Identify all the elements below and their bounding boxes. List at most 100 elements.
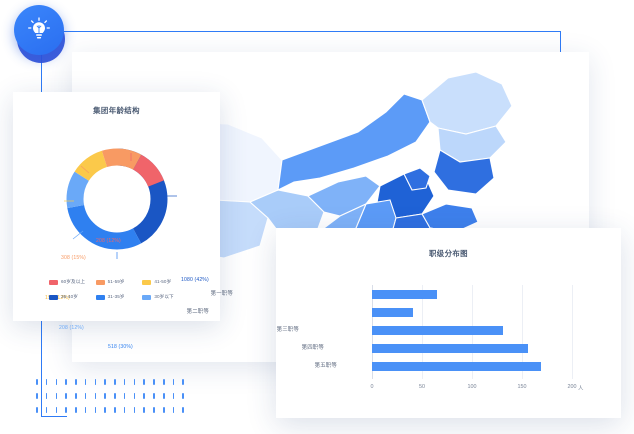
legend-item-41-50[interactable]: 41-50岁: [142, 279, 189, 285]
legend-label-31-35: 31-35岁: [107, 294, 125, 299]
donut-label-36-40: 1080 (42%): [181, 277, 209, 283]
xtick-150: 150: [517, 384, 527, 390]
legend-item-60-plus[interactable]: 60岁及以上: [49, 279, 96, 285]
dot: [84, 379, 87, 385]
dot-row: [36, 379, 185, 385]
dot: [55, 393, 58, 399]
legend-item-51-59[interactable]: 51-59岁: [95, 279, 143, 285]
bar-row-3: 第三职等: [277, 326, 503, 335]
donut-legend: 60岁及以上 51-59岁 41-50岁 36-40岁 31-35岁: [49, 279, 189, 300]
legend-item-31-35[interactable]: 31-35岁: [95, 294, 143, 300]
dot: [133, 407, 136, 413]
dot: [143, 379, 145, 385]
legend-swatch-under-30: [142, 294, 152, 300]
dot: [162, 393, 165, 399]
dot: [104, 379, 106, 385]
dot: [104, 407, 106, 413]
legend-item-36-40[interactable]: 36-40岁: [49, 294, 96, 300]
map-region-heilongjiang[interactable]: [421, 71, 513, 135]
bar-chart-plot: 第一职等 第二职等 第三职等 第四职等 第五职等 0 50 100 1: [187, 285, 583, 392]
map-region-liaoning[interactable]: [433, 149, 495, 195]
lightbulb-icon: [28, 17, 50, 39]
dot: [65, 407, 67, 413]
legend-swatch-51-59: [95, 279, 105, 285]
dot-row: [36, 407, 185, 413]
xtick-50: 50: [419, 384, 425, 390]
donut-segment-31-35[interactable]: [66, 148, 168, 250]
legend-swatch-41-50: [142, 279, 152, 285]
bar-chart-title: 职级分布图: [429, 249, 468, 258]
connector-line-right: [559, 31, 561, 64]
dot: [94, 379, 97, 385]
map-region-gansu[interactable]: [307, 175, 381, 217]
bar-5[interactable]: [372, 362, 541, 371]
map-region-beijing[interactable]: [403, 167, 431, 191]
donut-label-51-59: 308 (15%): [61, 255, 86, 261]
decorative-dot-grid: [36, 379, 185, 423]
dot: [75, 379, 77, 385]
bar-4[interactable]: [372, 344, 528, 353]
dot: [114, 407, 116, 413]
dot: [75, 407, 77, 413]
connector-line-bottom: [41, 415, 67, 417]
dot: [143, 407, 145, 413]
dot: [104, 393, 106, 399]
dot: [153, 379, 155, 385]
donut-label-60-plus: 208 (12%): [96, 238, 121, 244]
xtick-200: 200: [567, 384, 577, 390]
xtick-0: 0: [370, 384, 374, 390]
donut-label-31-35: 518 (30%): [108, 344, 133, 350]
bar-row-5: 第五职等: [315, 362, 541, 371]
dot: [36, 407, 38, 413]
dot: [94, 407, 97, 413]
dot: [182, 407, 185, 413]
dot: [133, 393, 136, 399]
dot: [45, 393, 48, 399]
legend-item-under-30[interactable]: 30岁以下: [142, 294, 189, 300]
bar-category-3: 第三职等: [276, 327, 299, 333]
bar-2[interactable]: [372, 308, 413, 317]
donut-chart-title: 集团年龄结构: [93, 106, 140, 115]
connector-line-top: [41, 31, 561, 33]
dot: [94, 393, 97, 399]
bar-category-1: 第一职等: [210, 291, 233, 297]
legend-swatch-60-plus: [49, 279, 58, 285]
donut-leader-lines: [64, 153, 177, 259]
legend-label-51-59: 51-59岁: [107, 279, 125, 284]
map-region-inner-mongolia[interactable]: [277, 93, 431, 191]
dot: [65, 393, 67, 399]
donut-chart-svg: [64, 148, 177, 259]
legend-label-under-30: 30岁以下: [154, 294, 174, 299]
x-axis-unit-label: 人: [578, 386, 584, 392]
donut-label-under-30: 208 (12%): [59, 325, 84, 331]
dot: [172, 393, 175, 399]
donut-segment-51-59[interactable]: [66, 148, 168, 250]
dot: [133, 379, 136, 385]
legend-label-36-40: 36-40岁: [61, 294, 78, 299]
dot: [84, 393, 87, 399]
dot: [75, 393, 77, 399]
gridline-200: [572, 285, 573, 379]
bar-1[interactable]: [372, 290, 437, 299]
bar-category-2: 第二职等: [186, 309, 209, 315]
dot-row: [36, 393, 185, 399]
bar-3[interactable]: [372, 326, 503, 335]
rank-distribution-panel: 职级分布图 第一职等 第二职等 第三职等 第四职等: [187, 228, 621, 418]
dot: [172, 379, 175, 385]
lightbulb-badge[interactable]: [14, 5, 68, 63]
gridline-150: [522, 285, 523, 379]
legend-swatch-31-35: [95, 294, 105, 300]
dot: [162, 407, 165, 413]
dot: [36, 393, 38, 399]
bar-category-4: 第四职等: [301, 345, 324, 351]
bar-row-1: 第一职等: [211, 290, 437, 299]
dot: [123, 393, 126, 399]
dot: [143, 393, 145, 399]
dot: [114, 393, 116, 399]
donut-segment-under-30[interactable]: [66, 148, 168, 250]
bar-row-2: 第二职等: [187, 308, 413, 317]
dot: [172, 407, 175, 413]
age-structure-panel: 集团年龄结构: [13, 92, 220, 350]
dot: [123, 407, 126, 413]
